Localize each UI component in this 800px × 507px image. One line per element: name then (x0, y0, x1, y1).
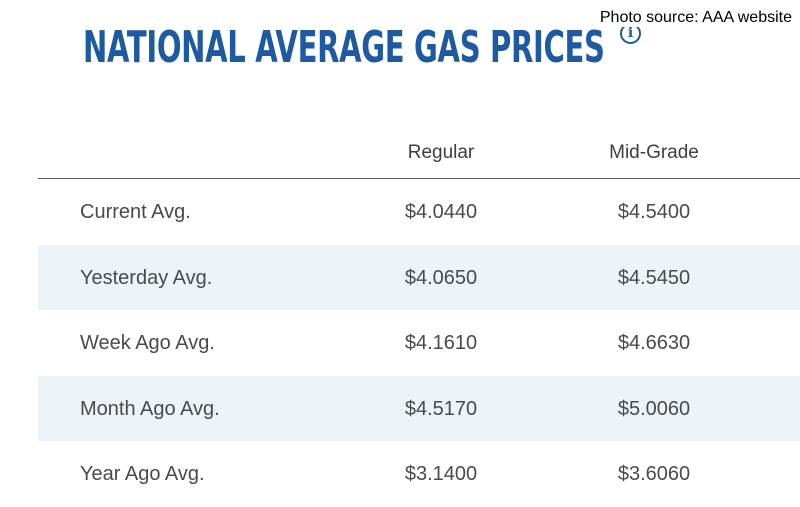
regular-price: $4.0440 (404, 201, 478, 223)
table-row: Week Ago Avg. $4.1610 $4.6630 (38, 310, 800, 376)
table-row: Yesterday Avg. $4.0650 $4.5450 (38, 244, 800, 310)
photo-credit: Photo source: AAA website (597, 9, 794, 27)
row-label: Yesterday Avg. (80, 266, 213, 289)
table-row: Month Ago Avg. $4.5170 $5.0060 (38, 375, 800, 441)
gas-prices-table: Regular Mid-Grade Current Avg. $4.0440 $… (38, 125, 800, 507)
regular-price: $4.1610 (404, 332, 478, 354)
mid-grade-price: $4.5400 (617, 201, 691, 223)
regular-price: $4.0650 (404, 266, 478, 289)
table-row: Year Ago Avg. $3.1400 $3.6060 (38, 441, 800, 507)
column-header-mid-grade: Mid-Grade (609, 142, 699, 163)
row-label: Current Avg. (80, 201, 191, 223)
page-title: NATIONAL AVERAGE GAS PRICES (83, 22, 605, 73)
mid-grade-price: $4.6630 (617, 332, 691, 354)
regular-price: $3.1400 (404, 463, 478, 485)
column-header-regular: Regular (407, 142, 475, 163)
row-label: Year Ago Avg. (80, 463, 205, 485)
table-row: Current Avg. $4.0440 $4.5400 (38, 179, 800, 245)
table-header: Regular Mid-Grade (38, 125, 800, 179)
row-label: Week Ago Avg. (80, 332, 215, 354)
mid-grade-price: $4.5450 (617, 266, 691, 289)
mid-grade-price: $3.6060 (617, 463, 691, 485)
mid-grade-price: $5.0060 (617, 397, 691, 420)
row-label: Month Ago Avg. (80, 397, 220, 420)
regular-price: $4.5170 (404, 397, 478, 420)
